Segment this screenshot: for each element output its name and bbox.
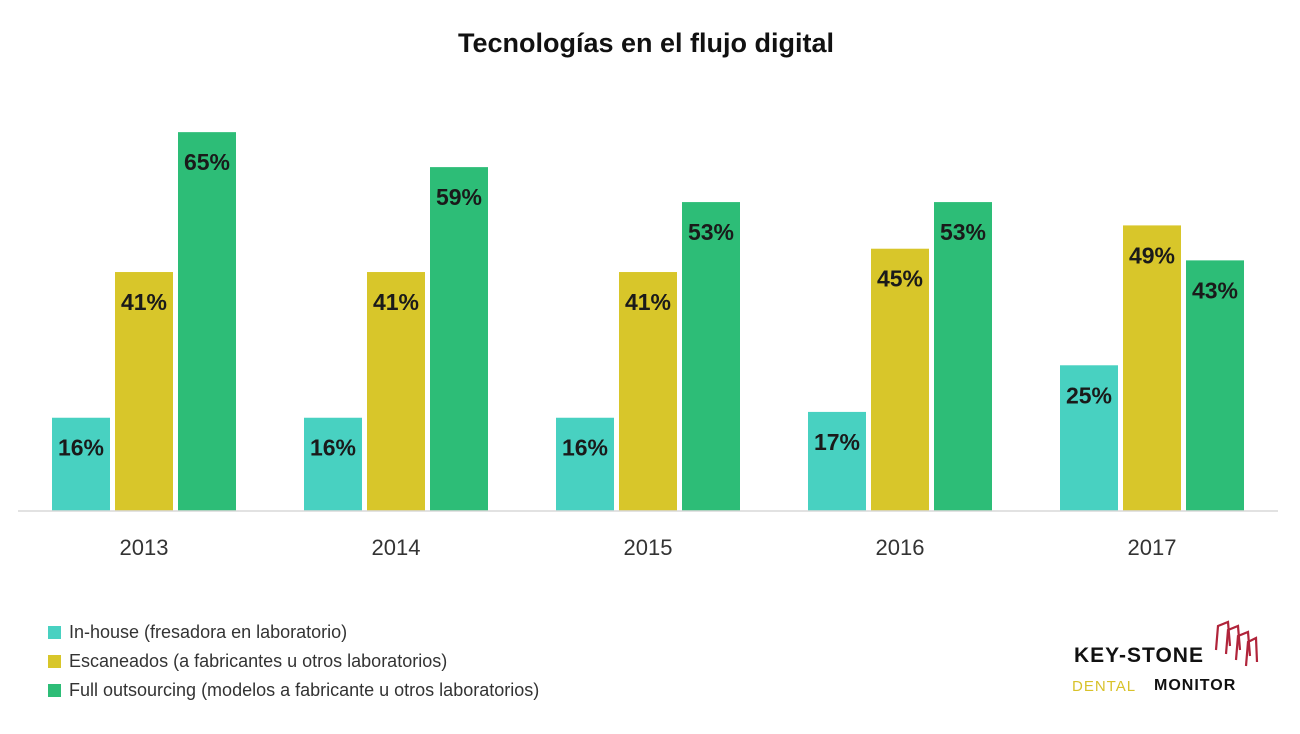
data-label-2013-series-2: 41%	[121, 289, 167, 315]
arches-logo-mark	[1214, 620, 1259, 667]
legend-item-escaneados: Escaneados (a fabricantes u otros labora…	[48, 649, 539, 673]
legend-item-in-house: In-house (fresadora en laboratorio)	[48, 620, 539, 644]
bar-2014-series-2	[367, 272, 425, 511]
data-label-2016-series-3: 53%	[940, 219, 986, 245]
bar-2017-series-2	[1123, 225, 1181, 511]
bar-2016-series-2	[871, 248, 929, 511]
data-label-2014-series-3: 59%	[436, 184, 482, 210]
logo-keystone-text: KEY-STONE	[1074, 644, 1204, 667]
legend-swatch-escaneados	[48, 654, 61, 668]
chart-title: Tecnologías en el flujo digital	[458, 28, 834, 58]
data-label-2013-series-1: 16%	[58, 435, 104, 461]
data-label-2015-series-1: 16%	[562, 435, 608, 461]
legend-label-escaneados: Escaneados (a fabricantes u otros labora…	[69, 650, 448, 671]
bar-2017-series-3	[1186, 260, 1244, 511]
x-axis-ticks: 2013 2014 2015 2016 2017	[120, 535, 1177, 560]
legend-label-in-house: In-house (fresadora en laboratorio)	[69, 621, 348, 642]
logo-dental-text: DENTAL	[1072, 678, 1137, 695]
x-tick-label-2013: 2013	[120, 535, 169, 560]
bar-2013-series-1	[52, 417, 110, 511]
data-label-2017-series-1: 25%	[1066, 382, 1112, 408]
bar-2016-series-3	[934, 202, 992, 512]
data-label-2016-series-2: 45%	[877, 266, 923, 292]
x-tick-label-2017: 2017	[1128, 535, 1177, 560]
x-tick-label-2014: 2014	[372, 535, 421, 560]
data-label-2017-series-3: 43%	[1192, 277, 1238, 303]
legend-label-full-outsourcing: Full outsourcing (modelos a fabricante u…	[69, 679, 540, 700]
bar-2015-series-3	[682, 202, 740, 512]
legend-swatch-full-outsourcing	[48, 683, 61, 697]
logo-monitor-text: MONITOR	[1154, 677, 1237, 694]
bar-2015-series-1	[556, 417, 614, 511]
bar-2017-series-1	[1060, 365, 1118, 511]
data-label-2017-series-2: 49%	[1129, 242, 1175, 268]
bars-layer: 16% 41% 65% 16% 41% 59% 16% 41% 53% 17% 45% 53% 25% 4…	[52, 132, 1244, 512]
bar-2013-series-2	[115, 272, 173, 511]
data-label-2014-series-2: 41%	[373, 289, 419, 315]
bar-2013-series-3	[178, 132, 236, 511]
data-label-2014-series-1: 16%	[310, 435, 356, 461]
legend: In-house (fresadora en laboratorio) Esca…	[48, 620, 539, 702]
bar-2016-series-1	[808, 411, 866, 511]
keystone-dental-monitor-logo: KEY-STONE DENTAL MONITOR	[1068, 620, 1268, 700]
legend-item-full-outsourcing: Full outsourcing (modelos a fabricante u…	[48, 678, 539, 702]
data-label-2013-series-3: 65%	[184, 149, 230, 175]
bar-2014-series-3	[430, 167, 488, 511]
data-label-2016-series-1: 17%	[814, 429, 860, 455]
x-tick-label-2016: 2016	[876, 535, 925, 560]
x-tick-label-2015: 2015	[624, 535, 673, 560]
bar-2014-series-1	[304, 417, 362, 511]
bar-2015-series-2	[619, 272, 677, 511]
data-label-2015-series-2: 41%	[625, 289, 671, 315]
data-label-2015-series-3: 53%	[688, 219, 734, 245]
legend-swatch-in-house	[48, 625, 61, 639]
